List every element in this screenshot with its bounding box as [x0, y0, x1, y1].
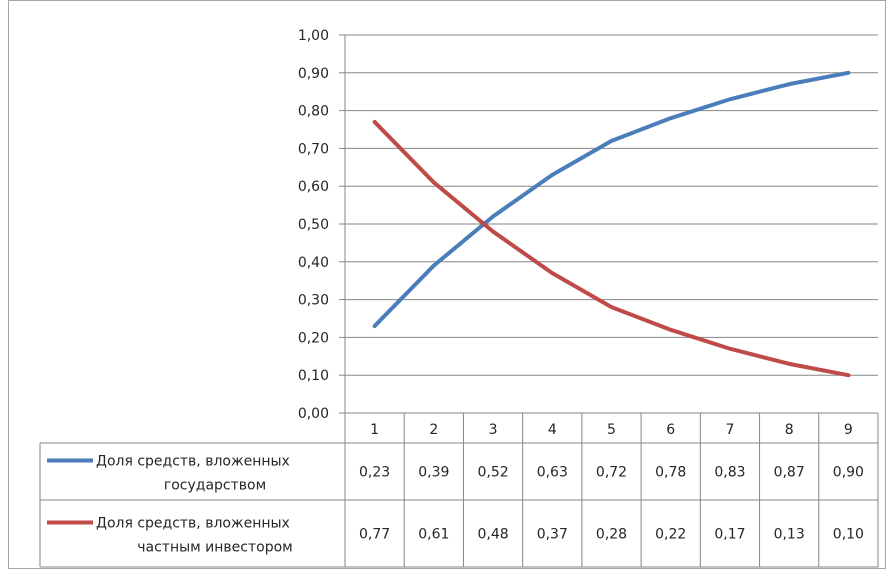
data-label: 0,23 — [359, 465, 390, 481]
series-point — [846, 71, 850, 75]
data-label: 0,13 — [774, 527, 805, 543]
data-label: 0,52 — [477, 465, 508, 481]
x-category-label: 6 — [666, 422, 675, 438]
y-tick-label: 0,70 — [298, 141, 329, 157]
y-tick-label: 1,00 — [298, 28, 329, 44]
series-point — [491, 214, 495, 218]
series-point — [491, 230, 495, 234]
data-label: 0,87 — [774, 465, 805, 481]
y-tick-label: 0,00 — [298, 406, 329, 422]
data-label: 0,61 — [418, 527, 449, 543]
legend-label: Доля средств, вложенных — [96, 516, 290, 532]
x-category-label: 5 — [607, 422, 616, 438]
series-point — [610, 139, 613, 143]
legend-label: государством — [164, 478, 266, 494]
x-category-label: 3 — [489, 422, 498, 438]
data-label: 0,28 — [596, 527, 627, 543]
y-axis-ticks: 0,00 0,10 0,20 0,30 0,40 0,50 0,60 0,70 0,80 0,90… — [298, 28, 329, 422]
y-tick-label: 0,80 — [298, 104, 329, 120]
data-label: 0,39 — [418, 465, 449, 481]
x-category-label: 8 — [785, 422, 794, 438]
series-point — [432, 264, 436, 268]
y-tick-label: 0,30 — [298, 293, 329, 309]
data-label: 0,10 — [833, 527, 864, 543]
x-category-label: 7 — [725, 422, 734, 438]
series-lines — [372, 70, 851, 378]
series-point — [550, 271, 554, 275]
series-point — [728, 347, 732, 351]
series-point — [846, 373, 850, 377]
series-point — [373, 120, 377, 124]
series-point — [728, 97, 732, 101]
data-label: 0,83 — [714, 465, 745, 481]
series-point — [373, 324, 377, 328]
y-tick-label: 0,50 — [298, 217, 329, 233]
series-point — [787, 362, 791, 366]
series-point — [610, 305, 613, 309]
data-label: 0,17 — [714, 527, 745, 543]
y-tick-label: 0,60 — [298, 179, 329, 195]
series-point — [669, 328, 673, 332]
x-category-label: 4 — [548, 422, 557, 438]
series-point — [787, 82, 791, 86]
series-point — [432, 180, 436, 184]
data-label: 0,37 — [537, 527, 568, 543]
legend-label: частным инвестором — [137, 540, 292, 556]
gridlines — [339, 34, 878, 414]
x-category-label: 1 — [370, 422, 379, 438]
data-label: 0,48 — [477, 527, 508, 543]
data-label: 0,90 — [833, 465, 864, 481]
y-tick-label: 0,20 — [298, 330, 329, 346]
legend-label: Доля средств, вложенных — [96, 454, 290, 470]
x-category-label: 2 — [429, 422, 438, 438]
series-point — [669, 116, 673, 120]
y-tick-label: 0,40 — [298, 255, 329, 271]
data-label: 0,78 — [655, 465, 686, 481]
data-label: 0,63 — [537, 465, 568, 481]
series-point — [550, 173, 554, 177]
data-label: 0,22 — [655, 527, 686, 543]
x-category-label: 9 — [844, 422, 853, 438]
data-table: 1 2 3 4 5 6 7 8 9 Доля средств, вложенных государс… — [39, 413, 879, 568]
data-label: 0,77 — [359, 527, 390, 543]
data-label: 0,72 — [596, 465, 627, 481]
y-tick-label: 0,10 — [298, 368, 329, 384]
y-tick-label: 0,90 — [298, 66, 329, 82]
